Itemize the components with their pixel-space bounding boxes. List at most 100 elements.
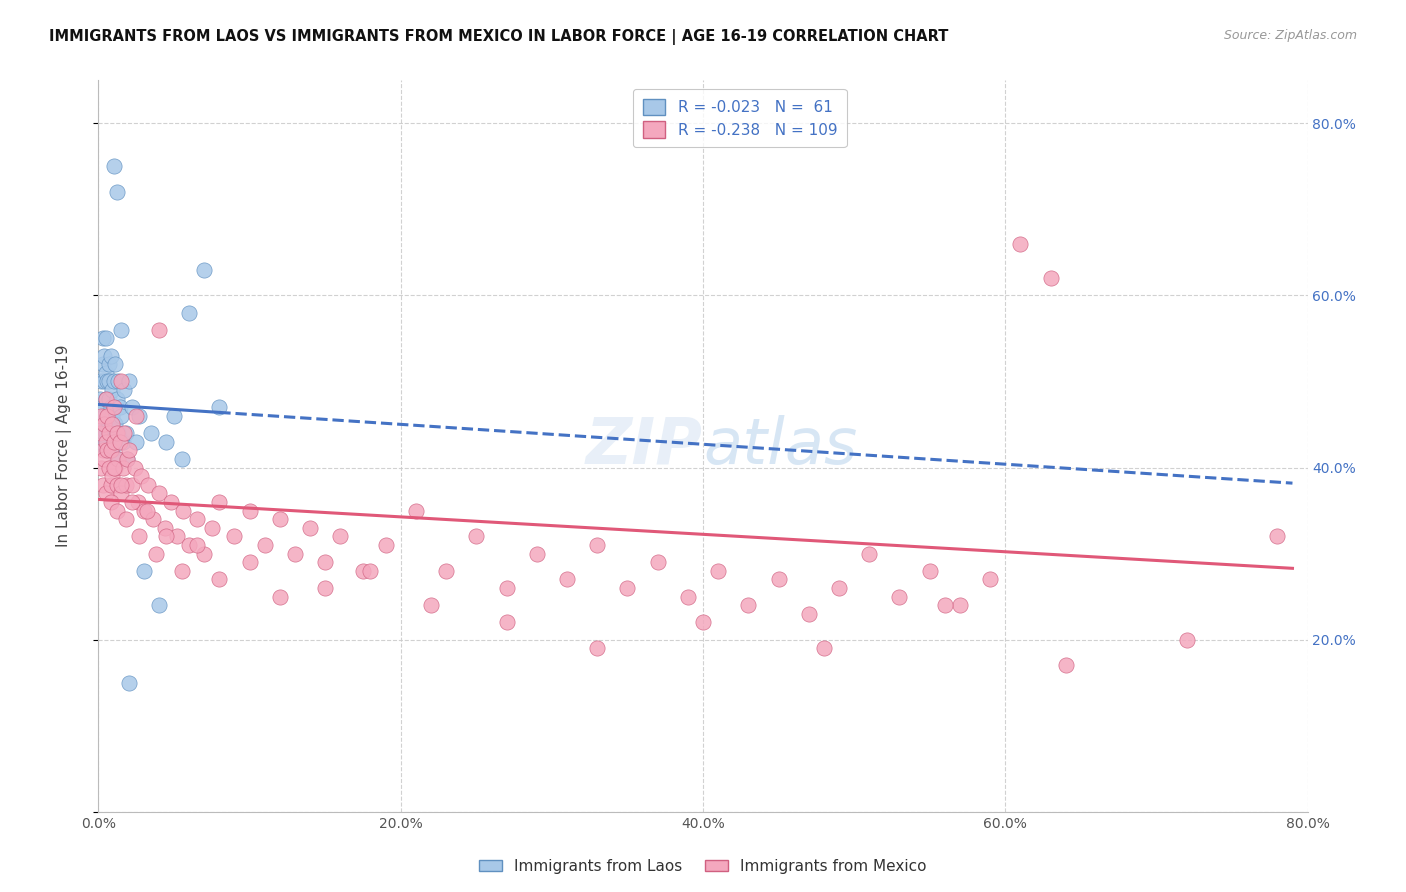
Point <box>93 417 115 432</box>
Point <box>269 590 291 604</box>
Point <box>186 538 208 552</box>
Point <box>98 417 121 432</box>
Point <box>1175 632 1198 647</box>
Point <box>89 392 111 406</box>
Legend: Immigrants from Laos, Immigrants from Mexico: Immigrants from Laos, Immigrants from Me… <box>472 853 934 880</box>
Point <box>128 529 150 543</box>
Point <box>91 357 114 371</box>
Point <box>616 581 638 595</box>
Point <box>934 598 956 612</box>
Point <box>797 607 820 621</box>
Point <box>208 401 231 415</box>
Point <box>103 460 125 475</box>
Point <box>121 495 143 509</box>
Y-axis label: In Labor Force | Age 16-19: In Labor Force | Age 16-19 <box>56 344 72 548</box>
Point <box>314 555 336 569</box>
Point <box>105 392 128 406</box>
Point <box>112 426 135 441</box>
Point <box>172 503 194 517</box>
Point <box>98 392 121 406</box>
Point <box>148 323 170 337</box>
Point <box>239 503 262 517</box>
Point <box>93 409 115 423</box>
Point <box>110 375 132 389</box>
Point <box>125 434 148 449</box>
Point <box>105 503 128 517</box>
Point <box>90 375 112 389</box>
Point <box>127 495 149 509</box>
Point <box>98 460 121 475</box>
Point <box>105 477 128 491</box>
Point <box>114 477 136 491</box>
Text: Source: ZipAtlas.com: Source: ZipAtlas.com <box>1223 29 1357 42</box>
Point <box>239 555 262 569</box>
Point <box>828 581 851 595</box>
Point <box>405 503 427 517</box>
Point <box>111 460 134 475</box>
Point <box>148 486 170 500</box>
Point <box>98 426 121 441</box>
Point <box>420 598 443 612</box>
Point <box>329 529 352 543</box>
Point <box>114 426 136 441</box>
Point <box>105 426 128 441</box>
Point <box>193 547 215 561</box>
Point <box>314 581 336 595</box>
Point <box>115 451 138 466</box>
Point <box>90 434 112 449</box>
Point <box>737 598 759 612</box>
Point <box>208 573 231 587</box>
Point <box>103 401 125 415</box>
Point <box>352 564 374 578</box>
Point <box>101 469 124 483</box>
Point <box>707 564 730 578</box>
Point <box>110 323 132 337</box>
Point <box>128 409 150 423</box>
Point <box>90 460 112 475</box>
Point <box>124 460 146 475</box>
Point <box>93 375 115 389</box>
Point <box>96 443 118 458</box>
Point <box>768 573 790 587</box>
Point <box>121 401 143 415</box>
Point <box>118 675 141 690</box>
Point <box>179 305 201 319</box>
Point <box>170 564 193 578</box>
Point <box>108 434 131 449</box>
Point <box>91 331 114 345</box>
Point <box>586 538 609 552</box>
Point <box>979 573 1001 587</box>
Point <box>1039 271 1062 285</box>
Point <box>555 573 578 587</box>
Point <box>103 434 125 449</box>
Point <box>179 538 201 552</box>
Point <box>224 529 246 543</box>
Point <box>186 512 208 526</box>
Point <box>108 401 131 415</box>
Point <box>105 185 128 199</box>
Point <box>101 443 124 458</box>
Point <box>495 581 517 595</box>
Point <box>253 538 276 552</box>
Point <box>166 529 188 543</box>
Point <box>96 434 118 449</box>
Point <box>103 434 125 449</box>
Point <box>118 375 141 389</box>
Point <box>145 547 167 561</box>
Point <box>526 547 548 561</box>
Point <box>153 521 176 535</box>
Point <box>110 477 132 491</box>
Point <box>1010 236 1032 251</box>
Point <box>136 477 159 491</box>
Point <box>374 538 396 552</box>
Point <box>98 357 121 371</box>
Point <box>692 615 714 630</box>
Point <box>434 564 457 578</box>
Point <box>858 547 880 561</box>
Point <box>201 521 224 535</box>
Point <box>100 349 122 363</box>
Point <box>1267 529 1289 543</box>
Point <box>148 598 170 612</box>
Point <box>91 443 114 458</box>
Point <box>100 426 122 441</box>
